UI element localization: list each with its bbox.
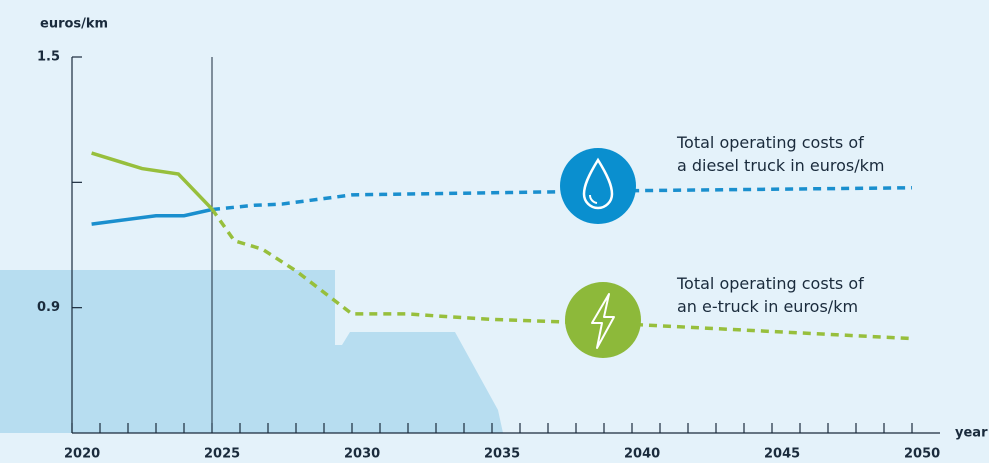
x-tick-label: 2035 xyxy=(484,447,520,462)
x-tick-label: 2050 xyxy=(904,447,940,462)
series-line xyxy=(91,151,214,211)
x-tick-label: 2020 xyxy=(64,447,100,462)
drop-highlight xyxy=(588,194,598,204)
annotation: Total operating costs of a diesel truck i… xyxy=(676,133,884,175)
truck-silhouette xyxy=(0,270,503,433)
y-tick-label: 1.5 xyxy=(37,50,60,65)
annotation: Total operating costs of an e-truck in eu… xyxy=(676,274,864,316)
x-tick-label: 2030 xyxy=(344,447,380,462)
bolt-icon xyxy=(591,293,615,349)
drop-icon xyxy=(582,157,614,210)
icon-circle xyxy=(565,282,641,358)
x-tick-label: 2045 xyxy=(764,447,800,462)
y-axis-label: euros/km xyxy=(40,17,108,32)
x-tick-label: 2040 xyxy=(624,447,660,462)
diesel-icon xyxy=(560,148,636,224)
x-tick-label: 2025 xyxy=(204,447,240,462)
icon-circle xyxy=(560,148,636,224)
y-tick-label: 0.9 xyxy=(37,300,60,315)
series-line xyxy=(91,207,213,226)
etruck-icon xyxy=(565,282,641,358)
x-axis-label: year xyxy=(955,426,988,441)
